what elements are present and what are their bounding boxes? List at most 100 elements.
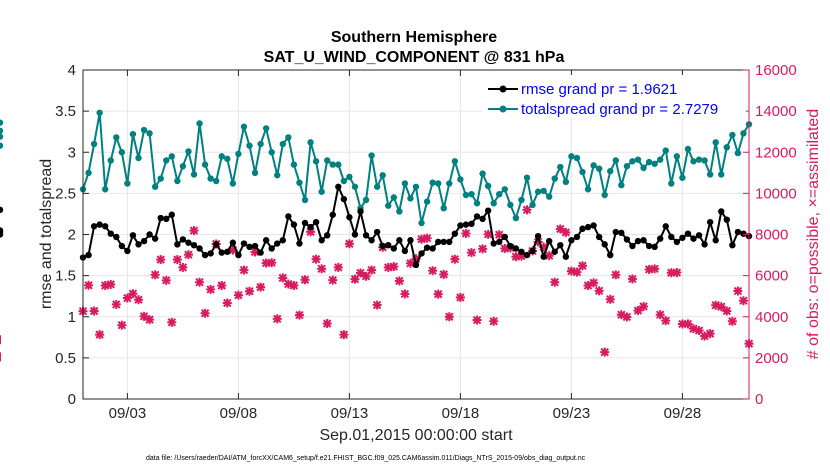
obs-marker: [422, 233, 432, 243]
obs-marker: [317, 264, 327, 274]
totalspread-point: [257, 140, 264, 148]
rmse-point: [229, 239, 237, 246]
rmse-point: [268, 245, 275, 252]
totalspread-point: [629, 158, 636, 165]
rmse-point: [451, 230, 459, 237]
totalspread-point: [379, 172, 386, 179]
totalspread-point: [0, 142, 4, 149]
totalspread-point: [157, 175, 164, 182]
obs-marker: [372, 300, 382, 310]
obs-marker: [106, 279, 116, 289]
rmse-point: [501, 233, 508, 241]
obs-marker: [344, 239, 354, 249]
legend-rmse-label: rmse grand pr = 1.9621: [521, 81, 677, 98]
obs-marker: [589, 278, 599, 288]
obs-marker: [161, 275, 171, 285]
totalspread-point: [668, 180, 675, 187]
obs-marker: [150, 270, 160, 280]
rmse-point: [701, 241, 708, 248]
rmse-point: [90, 223, 98, 230]
totalspread-point: [457, 176, 464, 183]
rmse-point: [490, 240, 497, 247]
totalspread-point: [285, 134, 292, 141]
rmse-point: [185, 239, 192, 246]
totalspread-point: [140, 126, 148, 134]
y-tick-label: 2: [68, 227, 76, 244]
rmse-point: [518, 248, 525, 255]
totalspread-point: [201, 161, 209, 168]
rmse-point: [368, 237, 375, 244]
totalspread-point: [151, 183, 159, 190]
totalspread-point: [579, 168, 586, 176]
totalspread-series: [0, 109, 753, 227]
totalspread-point: [568, 153, 575, 160]
obs-marker: [639, 301, 649, 311]
obs-marker: [394, 276, 404, 286]
totalspread-point: [385, 202, 392, 209]
totalspread-point: [562, 178, 570, 186]
totalspread-point: [734, 149, 742, 157]
rmse-point: [629, 242, 636, 250]
rmse-point: [385, 241, 392, 249]
obs-marker: [672, 268, 682, 278]
totalspread-point: [518, 196, 525, 204]
totalspread-point: [113, 134, 120, 141]
obs-marker: [561, 227, 571, 237]
rmse-point: [651, 243, 658, 251]
rmse-point: [146, 231, 153, 238]
totalspread-point: [246, 142, 253, 149]
rmse-point: [113, 233, 120, 241]
y-tick-label: 1.5: [55, 268, 76, 285]
totalspread-point: [490, 200, 497, 207]
y-tick-label-right: 10000: [755, 185, 797, 202]
obs-marker: [350, 274, 360, 284]
rmse-point: [379, 242, 386, 250]
rmse-point: [412, 261, 420, 269]
totalspread-point: [135, 154, 142, 162]
rmse-point: [312, 218, 320, 226]
legend-rmse-marker: [499, 85, 507, 93]
rmse-point: [218, 249, 225, 256]
y-tick-label-right: 16000: [755, 62, 797, 79]
rmse-point: [512, 245, 520, 252]
rmse-point: [418, 250, 425, 257]
obs-marker: [389, 262, 399, 272]
totalspread-point: [213, 177, 220, 185]
rmse-point: [246, 243, 253, 251]
totalspread-point: [268, 149, 275, 156]
totalspread-point: [651, 160, 658, 167]
grid: [83, 70, 749, 399]
totalspread-point: [418, 219, 425, 227]
rmse-point: [712, 237, 719, 244]
y-tick-label-right: 8000: [755, 227, 788, 244]
rmse-point: [734, 228, 742, 236]
rmse-series: [0, 183, 753, 269]
obs-marker: [444, 312, 454, 322]
totalspread-point: [185, 148, 192, 155]
totalspread-point: [612, 157, 619, 164]
rmse-point: [340, 195, 348, 203]
legend: rmse grand pr = 1.9621 totalspread grand…: [482, 75, 746, 119]
totalspread-point: [0, 119, 4, 126]
totalspread-point: [0, 133, 4, 140]
rmse-point: [373, 228, 381, 236]
totalspread-point: [318, 188, 325, 195]
rmse-point: [562, 253, 570, 260]
obs-marker: [111, 299, 121, 309]
totalspread-point: [396, 208, 403, 215]
rmse-point: [285, 213, 292, 220]
rmse-point: [251, 242, 259, 250]
rmse-point: [423, 244, 431, 251]
obs-marker: [733, 286, 743, 296]
totalspread-point: [540, 187, 547, 195]
rmse-point: [107, 230, 114, 237]
totalspread-point: [473, 200, 481, 207]
totalspread-point: [451, 158, 459, 165]
totalspread-point: [412, 183, 420, 190]
obs-marker: [705, 329, 715, 339]
y-tick-label-right: 6000: [755, 268, 788, 285]
rmse-point: [396, 237, 403, 244]
obs-marker: [627, 274, 637, 284]
totalspread-point: [657, 156, 664, 163]
totalspread-point: [584, 186, 592, 193]
